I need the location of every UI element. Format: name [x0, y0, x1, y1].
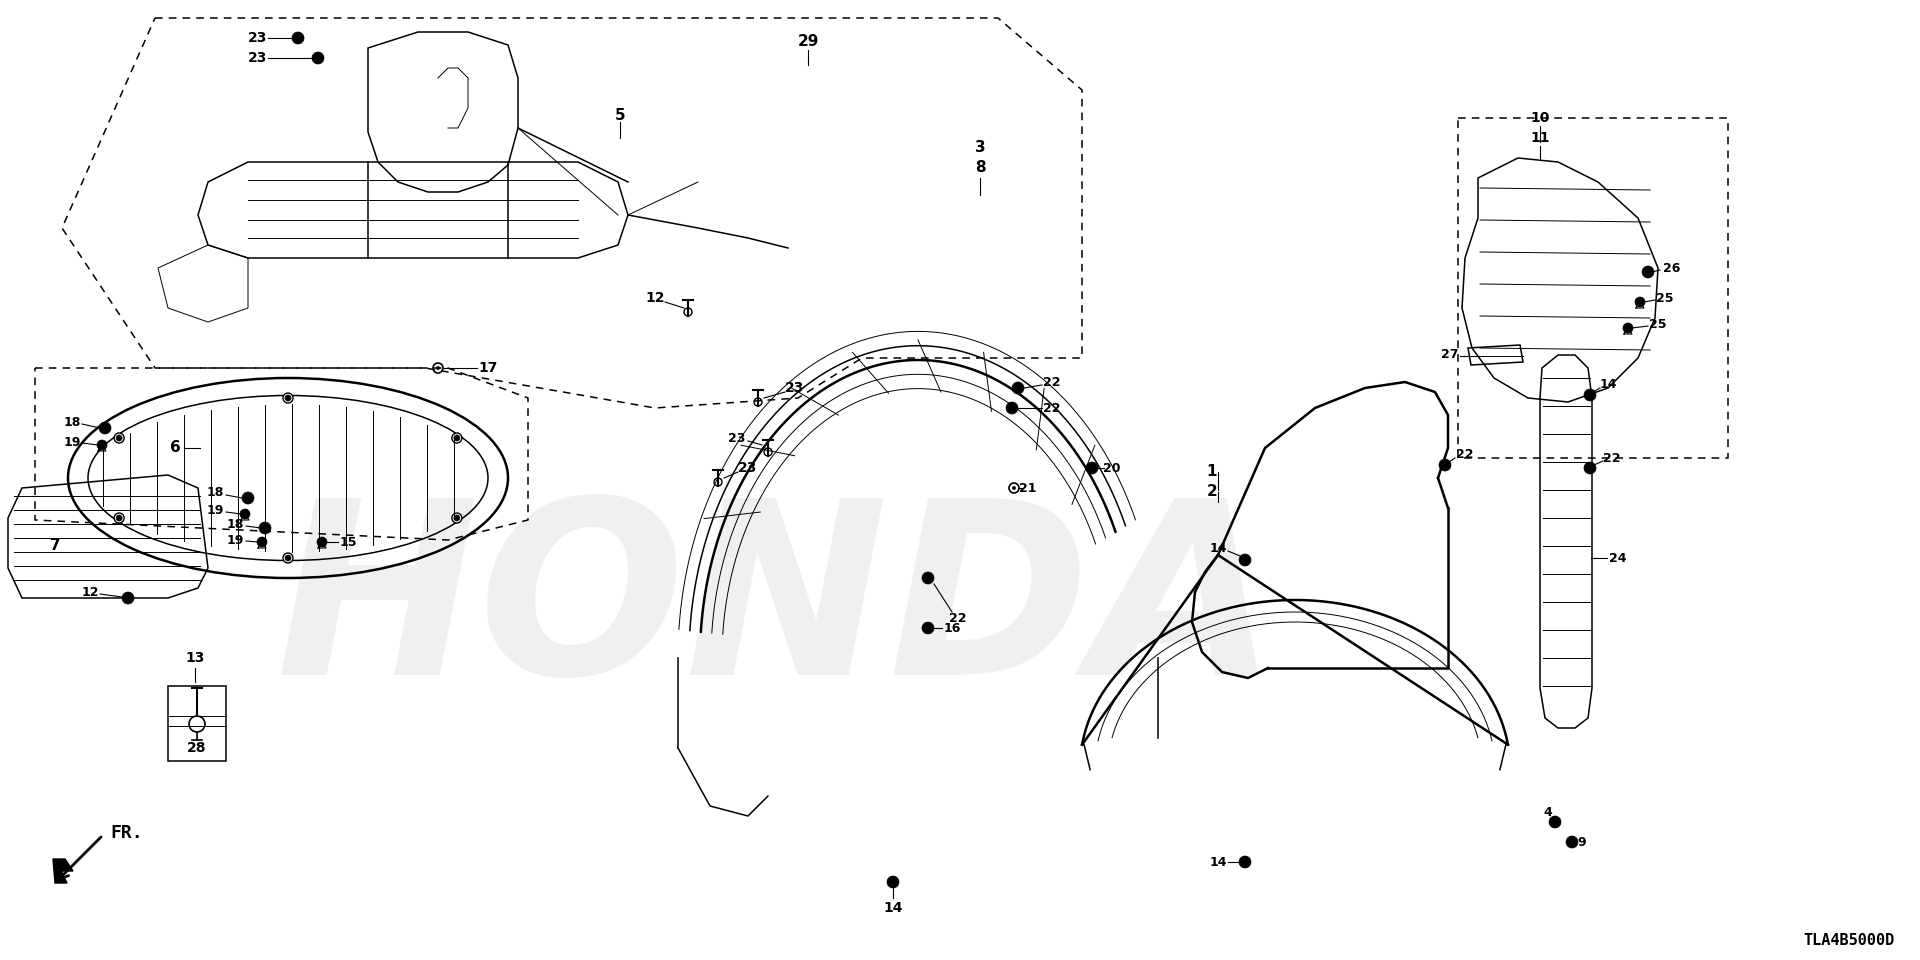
Text: 29: 29 [797, 35, 818, 50]
Circle shape [317, 537, 326, 547]
Text: 19: 19 [227, 534, 244, 546]
Circle shape [259, 522, 271, 534]
Text: 6: 6 [169, 441, 180, 455]
Circle shape [113, 513, 125, 523]
Polygon shape [54, 859, 73, 883]
Circle shape [1238, 554, 1252, 566]
Circle shape [1012, 382, 1023, 394]
Circle shape [311, 52, 324, 64]
Circle shape [1438, 459, 1452, 471]
Text: 23: 23 [728, 431, 745, 444]
Text: 2: 2 [1206, 485, 1217, 499]
Text: 15: 15 [340, 536, 357, 548]
Text: 25: 25 [1657, 292, 1674, 304]
Text: 14: 14 [1210, 855, 1227, 869]
Bar [169, 686, 227, 761]
Circle shape [1642, 266, 1653, 278]
Circle shape [98, 440, 108, 450]
Text: 14: 14 [1599, 378, 1617, 392]
Circle shape [1012, 487, 1016, 490]
Circle shape [123, 592, 134, 604]
Text: 13: 13 [186, 651, 205, 665]
Circle shape [1087, 462, 1098, 474]
Circle shape [284, 395, 292, 401]
Text: 1: 1 [1208, 465, 1217, 479]
Circle shape [764, 448, 772, 456]
Text: 22: 22 [1043, 401, 1060, 415]
Circle shape [1622, 323, 1634, 333]
Circle shape [451, 513, 463, 523]
Circle shape [1567, 836, 1578, 848]
Text: 26: 26 [1663, 261, 1680, 275]
Text: 23: 23 [785, 381, 804, 395]
Text: 23: 23 [739, 461, 758, 475]
Text: 17: 17 [478, 361, 497, 375]
Text: 19: 19 [63, 436, 81, 448]
Circle shape [257, 537, 267, 547]
Circle shape [453, 435, 461, 441]
Text: 11: 11 [1530, 131, 1549, 145]
Text: 7: 7 [50, 538, 60, 553]
Circle shape [1584, 389, 1596, 401]
Text: 27: 27 [1442, 348, 1459, 362]
Text: 8: 8 [975, 160, 985, 176]
Text: 16: 16 [943, 621, 960, 635]
Text: 22: 22 [1603, 451, 1620, 465]
Text: FR.: FR. [109, 824, 142, 842]
Circle shape [922, 622, 933, 634]
Circle shape [113, 433, 125, 443]
Text: 19: 19 [205, 503, 225, 516]
Circle shape [100, 422, 111, 434]
Text: 24: 24 [1609, 551, 1626, 564]
Circle shape [755, 398, 762, 406]
Text: 25: 25 [1649, 319, 1667, 331]
Text: HONDA: HONDA [276, 490, 1279, 726]
Circle shape [684, 308, 691, 316]
Circle shape [714, 478, 722, 486]
Text: 10: 10 [1530, 111, 1549, 125]
Text: 12: 12 [645, 291, 664, 305]
Circle shape [436, 367, 440, 370]
Circle shape [1549, 816, 1561, 828]
Text: 18: 18 [205, 486, 225, 498]
Circle shape [115, 435, 123, 441]
Circle shape [451, 433, 463, 443]
Circle shape [922, 572, 933, 584]
Text: 4: 4 [1544, 805, 1553, 819]
Text: 23: 23 [248, 31, 267, 45]
Text: 28: 28 [188, 741, 207, 755]
Circle shape [1006, 402, 1018, 414]
Circle shape [1584, 462, 1596, 474]
Text: 22: 22 [948, 612, 968, 625]
Text: TLA4B5000D: TLA4B5000D [1803, 933, 1895, 948]
Circle shape [292, 32, 303, 44]
Circle shape [1636, 297, 1645, 307]
Text: 3: 3 [975, 140, 985, 156]
Circle shape [240, 509, 250, 519]
Text: 5: 5 [614, 108, 626, 123]
Text: 23: 23 [248, 51, 267, 65]
Circle shape [887, 876, 899, 888]
Text: 9: 9 [1578, 835, 1586, 849]
Text: 22: 22 [1043, 375, 1060, 389]
Text: 18: 18 [63, 416, 81, 428]
Text: 22: 22 [1455, 448, 1475, 462]
Circle shape [282, 393, 294, 403]
Text: 12: 12 [81, 586, 98, 598]
Circle shape [115, 515, 123, 521]
Circle shape [1238, 856, 1252, 868]
Text: 18: 18 [227, 518, 244, 532]
Circle shape [284, 555, 292, 561]
Text: 14: 14 [883, 901, 902, 915]
Text: 20: 20 [1104, 462, 1121, 474]
Circle shape [282, 553, 294, 563]
Circle shape [453, 515, 461, 521]
Text: 21: 21 [1020, 482, 1037, 494]
Circle shape [242, 492, 253, 504]
Text: 14: 14 [1210, 541, 1227, 555]
